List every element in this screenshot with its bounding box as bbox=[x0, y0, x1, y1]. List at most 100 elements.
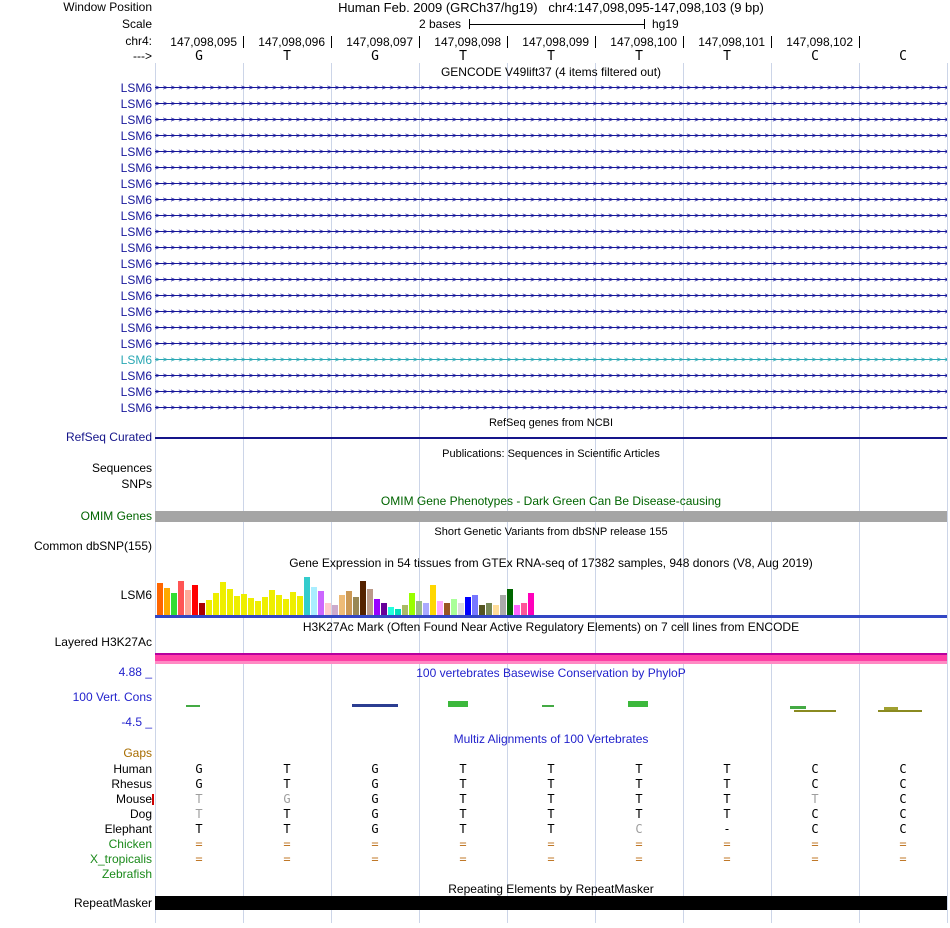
gtex-bar[interactable] bbox=[241, 594, 247, 615]
gtex-bar[interactable] bbox=[472, 595, 478, 615]
gencode-item-label[interactable]: LSM6 bbox=[120, 305, 152, 319]
gencode-item-line[interactable]: >>>>>>>>>>>>>>>>>>>>>>>>>>>>>>>>>>>>>>>>… bbox=[155, 160, 947, 176]
gtex-bar[interactable] bbox=[500, 595, 506, 615]
gtex-bar[interactable] bbox=[395, 609, 401, 615]
gtex-bar[interactable] bbox=[234, 596, 240, 615]
gtex-bar[interactable] bbox=[311, 587, 317, 615]
species-label[interactable]: Mouse bbox=[115, 792, 152, 806]
gtex-bar[interactable] bbox=[276, 595, 282, 615]
gencode-item-label[interactable]: LSM6 bbox=[120, 401, 152, 415]
h3k27ac-bar[interactable] bbox=[155, 653, 947, 664]
gtex-bar[interactable] bbox=[514, 605, 520, 615]
snps-label[interactable]: SNPs bbox=[121, 477, 152, 491]
gtex-bar[interactable] bbox=[164, 588, 170, 615]
omim-genes-label[interactable]: OMIM Genes bbox=[80, 509, 152, 523]
gtex-bar[interactable] bbox=[332, 605, 338, 615]
gencode-item-line[interactable]: >>>>>>>>>>>>>>>>>>>>>>>>>>>>>>>>>>>>>>>>… bbox=[155, 288, 947, 304]
gencode-item-line[interactable]: >>>>>>>>>>>>>>>>>>>>>>>>>>>>>>>>>>>>>>>>… bbox=[155, 256, 947, 272]
publications-track-title[interactable]: Publications: Sequences in Scientific Ar… bbox=[442, 448, 660, 460]
repeatmasker-label[interactable]: RepeatMasker bbox=[73, 896, 152, 910]
gtex-bar[interactable] bbox=[220, 582, 226, 615]
omim-genes-bar[interactable] bbox=[155, 511, 947, 522]
gencode-item-label[interactable]: LSM6 bbox=[120, 177, 152, 191]
gencode-item-label[interactable]: LSM6 bbox=[120, 241, 152, 255]
species-label[interactable]: X_tropicalis bbox=[89, 852, 152, 866]
gtex-bar[interactable] bbox=[423, 603, 429, 615]
gtex-bar[interactable] bbox=[297, 596, 303, 615]
gtex-bar[interactable] bbox=[409, 593, 415, 615]
gencode-item-label[interactable]: LSM6 bbox=[120, 209, 152, 223]
h3k27ac-label[interactable]: Layered H3K27Ac bbox=[54, 635, 152, 649]
gtex-track-title[interactable]: Gene Expression in 54 tissues from GTEx … bbox=[289, 556, 813, 570]
gtex-bar[interactable] bbox=[171, 593, 177, 615]
gencode-item-label[interactable]: LSM6 bbox=[120, 161, 152, 175]
refseq-curated-line[interactable] bbox=[155, 437, 947, 439]
gencode-item-line[interactable]: >>>>>>>>>>>>>>>>>>>>>>>>>>>>>>>>>>>>>>>>… bbox=[155, 176, 947, 192]
gtex-bar[interactable] bbox=[206, 600, 212, 615]
gencode-item-line[interactable]: >>>>>>>>>>>>>>>>>>>>>>>>>>>>>>>>>>>>>>>>… bbox=[155, 336, 947, 352]
gtex-bar[interactable] bbox=[416, 601, 422, 615]
gtex-bar[interactable] bbox=[360, 581, 366, 615]
gtex-item-label[interactable]: LSM6 bbox=[120, 588, 152, 602]
gtex-bar[interactable] bbox=[458, 603, 464, 615]
species-label[interactable]: Dog bbox=[129, 807, 152, 821]
gencode-item-label[interactable]: LSM6 bbox=[120, 97, 152, 111]
refseq-curated-label[interactable]: RefSeq Curated bbox=[65, 430, 152, 444]
species-rows[interactable]: Human G T G T T T T C C Rhesus G T G T T T T C C Mouse T G G T T T… bbox=[0, 762, 950, 882]
gencode-item-line[interactable]: >>>>>>>>>>>>>>>>>>>>>>>>>>>>>>>>>>>>>>>>… bbox=[155, 80, 947, 96]
sequences-label[interactable]: Sequences bbox=[91, 461, 152, 475]
gencode-item-line[interactable]: >>>>>>>>>>>>>>>>>>>>>>>>>>>>>>>>>>>>>>>>… bbox=[155, 224, 947, 240]
gtex-bar[interactable] bbox=[248, 598, 254, 615]
gtex-bar[interactable] bbox=[402, 605, 408, 615]
refseq-track-title[interactable]: RefSeq genes from NCBI bbox=[488, 417, 614, 429]
gtex-bar[interactable] bbox=[227, 589, 233, 615]
phylop-track-title[interactable]: 100 vertebrates Basewise Conservation by… bbox=[416, 666, 686, 680]
gencode-item-line[interactable]: >>>>>>>>>>>>>>>>>>>>>>>>>>>>>>>>>>>>>>>>… bbox=[155, 144, 947, 160]
gtex-bar[interactable] bbox=[430, 585, 436, 615]
gencode-item-label[interactable]: LSM6 bbox=[120, 385, 152, 399]
gtex-bars[interactable] bbox=[155, 577, 947, 615]
h3k27ac-track-title[interactable]: H3K27Ac Mark (Often Found Near Active Re… bbox=[302, 620, 800, 634]
gencode-item-line[interactable]: >>>>>>>>>>>>>>>>>>>>>>>>>>>>>>>>>>>>>>>>… bbox=[155, 240, 947, 256]
gencode-item-label[interactable]: LSM6 bbox=[120, 129, 152, 143]
gtex-bar[interactable] bbox=[479, 605, 485, 615]
repeatmasker-bar[interactable] bbox=[155, 896, 947, 910]
gtex-bar[interactable] bbox=[199, 603, 205, 615]
gencode-item-line[interactable]: >>>>>>>>>>>>>>>>>>>>>>>>>>>>>>>>>>>>>>>>… bbox=[155, 368, 947, 384]
gtex-bar[interactable] bbox=[213, 593, 219, 615]
gtex-bar[interactable] bbox=[353, 597, 359, 615]
gencode-item-line[interactable]: >>>>>>>>>>>>>>>>>>>>>>>>>>>>>>>>>>>>>>>>… bbox=[155, 112, 947, 128]
gaps-label[interactable]: Gaps bbox=[123, 746, 152, 760]
gencode-track-title[interactable]: GENCODE V49lift37 (4 items filtered out) bbox=[440, 65, 662, 79]
gencode-item-label[interactable]: LSM6 bbox=[120, 273, 152, 287]
gtex-bar[interactable] bbox=[507, 589, 513, 615]
ruler-numbers[interactable]: 147,098,095 147,098,096 147,098,097 147,098… bbox=[0, 35, 950, 49]
gtex-bar[interactable] bbox=[157, 583, 163, 615]
gencode-item-label[interactable]: LSM6 bbox=[120, 369, 152, 383]
gtex-bar[interactable] bbox=[346, 591, 352, 615]
gtex-bar[interactable] bbox=[262, 597, 268, 615]
gtex-bar[interactable] bbox=[367, 589, 373, 615]
gencode-rows[interactable]: LSM6 >>>>>>>>>>>>>>>>>>>>>>>>>>>>>>>>>>>>… bbox=[0, 80, 950, 416]
gencode-item-label[interactable]: LSM6 bbox=[120, 113, 152, 127]
species-label[interactable]: Chicken bbox=[108, 837, 152, 851]
gencode-item-line[interactable]: >>>>>>>>>>>>>>>>>>>>>>>>>>>>>>>>>>>>>>>>… bbox=[155, 272, 947, 288]
gtex-bar[interactable] bbox=[437, 601, 443, 615]
gtex-bar[interactable] bbox=[192, 585, 198, 615]
species-label[interactable]: Zebrafish bbox=[101, 867, 152, 881]
gencode-item-line[interactable]: >>>>>>>>>>>>>>>>>>>>>>>>>>>>>>>>>>>>>>>>… bbox=[155, 96, 947, 112]
gtex-bar[interactable] bbox=[318, 591, 324, 615]
gtex-bar[interactable] bbox=[185, 590, 191, 615]
gtex-bar[interactable] bbox=[255, 601, 261, 615]
gtex-bar[interactable] bbox=[451, 599, 457, 615]
gtex-bar[interactable] bbox=[528, 593, 534, 615]
gencode-item-label[interactable]: LSM6 bbox=[120, 337, 152, 351]
species-label[interactable]: Human bbox=[113, 762, 152, 776]
gencode-item-label[interactable]: LSM6 bbox=[120, 145, 152, 159]
gencode-item-line[interactable]: >>>>>>>>>>>>>>>>>>>>>>>>>>>>>>>>>>>>>>>>… bbox=[155, 192, 947, 208]
gtex-bar[interactable] bbox=[444, 603, 450, 615]
gencode-item-label[interactable]: LSM6 bbox=[120, 81, 152, 95]
gencode-item-label[interactable]: LSM6 bbox=[120, 353, 152, 367]
gtex-bar[interactable] bbox=[178, 581, 184, 615]
